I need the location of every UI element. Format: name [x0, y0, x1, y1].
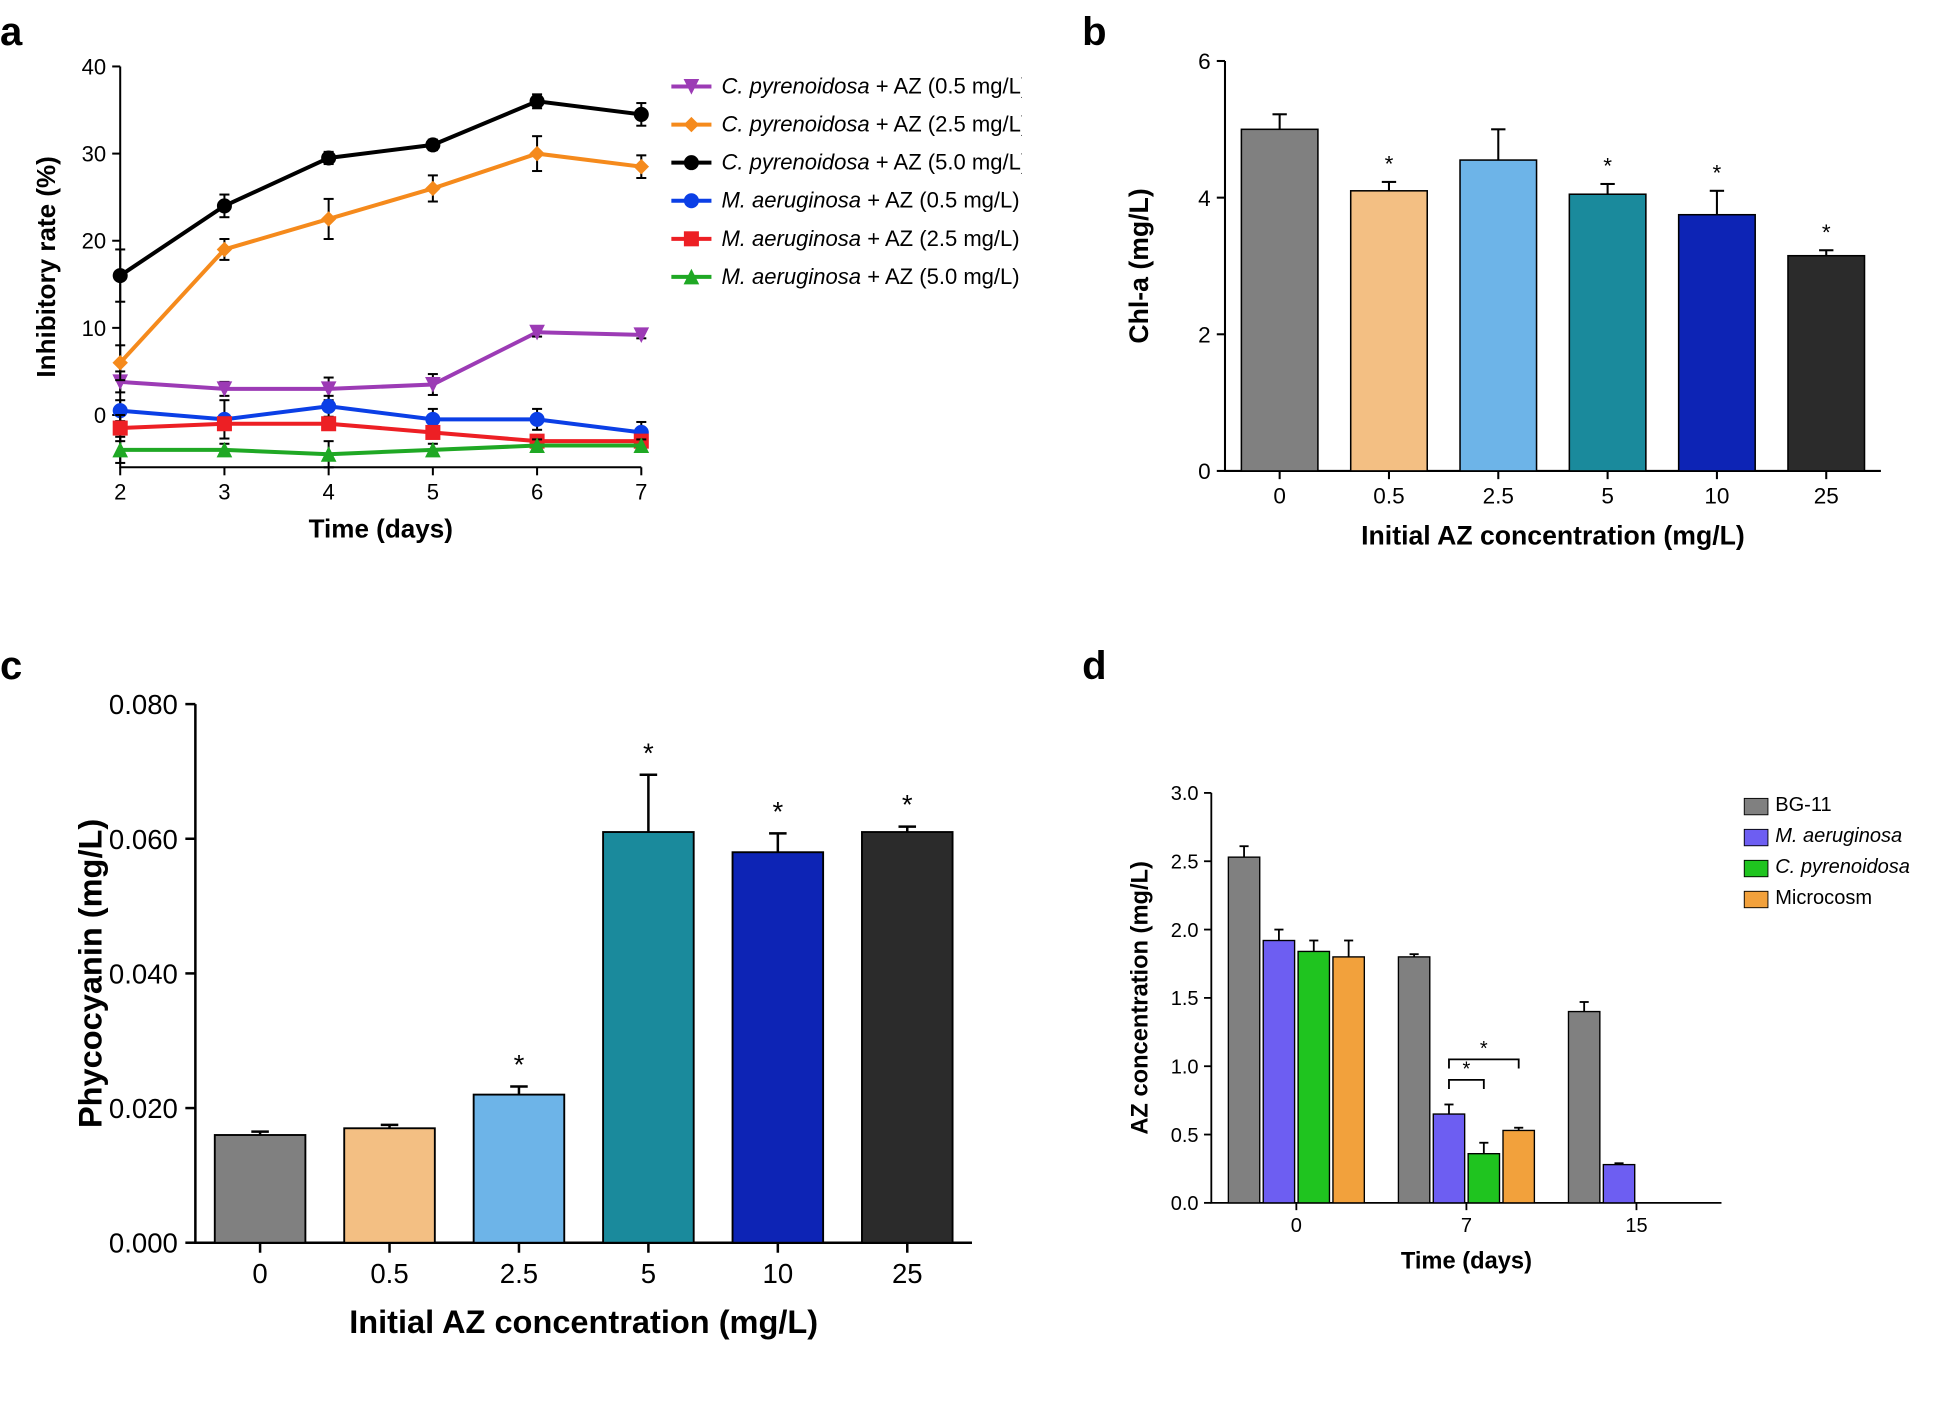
svg-text:Microcosm: Microcosm: [1775, 887, 1872, 909]
svg-text:0: 0: [1273, 484, 1286, 509]
panel-b: b 02460*0.52.5*5*10*25Initial AZ concent…: [1102, 20, 1922, 594]
svg-text:Chl-a (mg/L): Chl-a (mg/L): [1124, 188, 1154, 343]
panel-c-chart: 0.000 0.020 0.040 0.060 0.080 0 0.5 * 2.5 * 5 * 10 * 2…: [20, 654, 1022, 1405]
svg-text:*: *: [514, 1049, 525, 1080]
svg-text:*: *: [1822, 220, 1831, 245]
panel-c-label: c: [0, 644, 22, 689]
svg-text:6: 6: [531, 479, 543, 504]
svg-text:25: 25: [1814, 484, 1839, 509]
svg-text:0: 0: [252, 1258, 267, 1289]
svg-text:0.5: 0.5: [1373, 484, 1404, 509]
svg-text:M. aeruginosa + AZ (0.5 mg/L): M. aeruginosa + AZ (0.5 mg/L): [721, 188, 1019, 213]
svg-text:C. pyrenoidosa + AZ (0.5 mg/L): C. pyrenoidosa + AZ (0.5 mg/L): [721, 74, 1022, 99]
svg-text:5: 5: [1601, 484, 1614, 509]
svg-text:*: *: [1463, 1058, 1471, 1080]
svg-text:15: 15: [1625, 1215, 1647, 1237]
svg-text:BG-11: BG-11: [1775, 794, 1831, 816]
panel-d-chart: 0.0 0.5 1.0 1.5 2.0 2.5 3.0 0 7 15 * * Time (days) AZ…: [1102, 654, 1922, 1405]
svg-text:6: 6: [1198, 49, 1211, 74]
svg-text:C. pyrenoidosa + AZ (2.5 mg/L): C. pyrenoidosa + AZ (2.5 mg/L): [721, 112, 1022, 137]
svg-text:Initial AZ concentration (mg/: Initial AZ concentration (mg/L): [1361, 521, 1745, 551]
svg-text:2: 2: [1198, 322, 1211, 347]
svg-text:*: *: [1713, 161, 1722, 186]
svg-text:*: *: [1480, 1038, 1488, 1060]
svg-text:0: 0: [1198, 459, 1211, 484]
svg-text:5: 5: [427, 479, 439, 504]
panel-d-label: d: [1082, 644, 1106, 689]
svg-text:0.040: 0.040: [109, 958, 178, 989]
svg-text:30: 30: [82, 142, 107, 167]
panel-b-chart: 0 2 4 6 0 * 0.5 2.5 * 5 * 10 * 25 Initial AZ concentra…: [1102, 20, 1922, 594]
panel-d: d 0.00.51.01.52.02.53.00715**Time (days)…: [1102, 654, 1922, 1405]
svg-text:7: 7: [635, 479, 647, 504]
svg-text:C. pyrenoidosa + AZ (5.0 mg/L): C. pyrenoidosa + AZ (5.0 mg/L): [721, 150, 1022, 175]
svg-text:*: *: [902, 789, 913, 820]
svg-text:M. aeruginosa: M. aeruginosa: [1775, 825, 1902, 847]
svg-text:2: 2: [114, 479, 126, 504]
svg-text:0.5: 0.5: [1171, 1125, 1199, 1147]
svg-text:3.0: 3.0: [1171, 783, 1199, 805]
svg-text:0.060: 0.060: [109, 824, 178, 855]
svg-text:Phycocyanin (mg/L): Phycocyanin (mg/L): [72, 819, 108, 1128]
svg-text:0.0: 0.0: [1171, 1193, 1199, 1215]
svg-text:0.020: 0.020: [109, 1093, 178, 1124]
panel-a-label: a: [0, 10, 22, 55]
svg-text:*: *: [772, 796, 783, 827]
svg-text:4: 4: [1198, 186, 1211, 211]
svg-text:2.5: 2.5: [500, 1258, 538, 1289]
svg-text:2.5: 2.5: [1171, 851, 1199, 873]
svg-text:7: 7: [1461, 1215, 1472, 1237]
svg-text:1.5: 1.5: [1171, 988, 1199, 1010]
panel-c: c 0.0000.0200.0400.0600.08000.5*2.5*5*10…: [20, 654, 1022, 1405]
svg-text:0.5: 0.5: [370, 1258, 408, 1289]
svg-text:Initial AZ concentration (mg/: Initial AZ concentration (mg/L): [349, 1304, 818, 1340]
svg-text:Time (days): Time (days): [309, 513, 453, 543]
svg-text:Time (days): Time (days): [1401, 1248, 1532, 1274]
svg-text:0.000: 0.000: [109, 1228, 178, 1259]
svg-text:*: *: [1603, 154, 1612, 179]
svg-text:Inhibitory rate (%): Inhibitory rate (%): [31, 156, 61, 377]
svg-text:20: 20: [82, 229, 107, 254]
svg-text:25: 25: [892, 1258, 923, 1289]
panel-b-label: b: [1082, 10, 1106, 55]
figure-grid: a 010203040234567Time (days)Inhibitory r…: [20, 20, 1922, 1295]
svg-text:0: 0: [1291, 1215, 1302, 1237]
svg-text:5: 5: [641, 1258, 656, 1289]
svg-text:AZ concentration (mg/L): AZ concentration (mg/L): [1128, 861, 1154, 1135]
svg-text:0: 0: [94, 403, 106, 428]
svg-text:40: 40: [82, 54, 107, 79]
svg-text:1.0: 1.0: [1171, 1056, 1199, 1078]
svg-text:*: *: [1385, 152, 1394, 177]
svg-text:M. aeruginosa + AZ (2.5 mg/L): M. aeruginosa + AZ (2.5 mg/L): [721, 226, 1019, 251]
svg-text:0.080: 0.080: [109, 689, 178, 720]
svg-text:4: 4: [323, 479, 335, 504]
svg-text:3: 3: [218, 479, 230, 504]
panel-a-chart: 0 10 20 30 40 2 3 4 5 6 7 Time (days) Inhibitory rat…: [20, 20, 1022, 594]
svg-text:2.5: 2.5: [1483, 484, 1514, 509]
svg-text:10: 10: [763, 1258, 794, 1289]
svg-text:10: 10: [1704, 484, 1729, 509]
svg-text:*: *: [643, 737, 654, 768]
svg-text:C. pyrenoidosa: C. pyrenoidosa: [1775, 856, 1910, 878]
panel-a: a 010203040234567Time (days)Inhibitory r…: [20, 20, 1022, 594]
svg-text:2.0: 2.0: [1171, 920, 1199, 942]
svg-text:M. aeruginosa + AZ (5.0 mg/L): M. aeruginosa + AZ (5.0 mg/L): [721, 264, 1019, 289]
svg-text:10: 10: [82, 316, 107, 341]
